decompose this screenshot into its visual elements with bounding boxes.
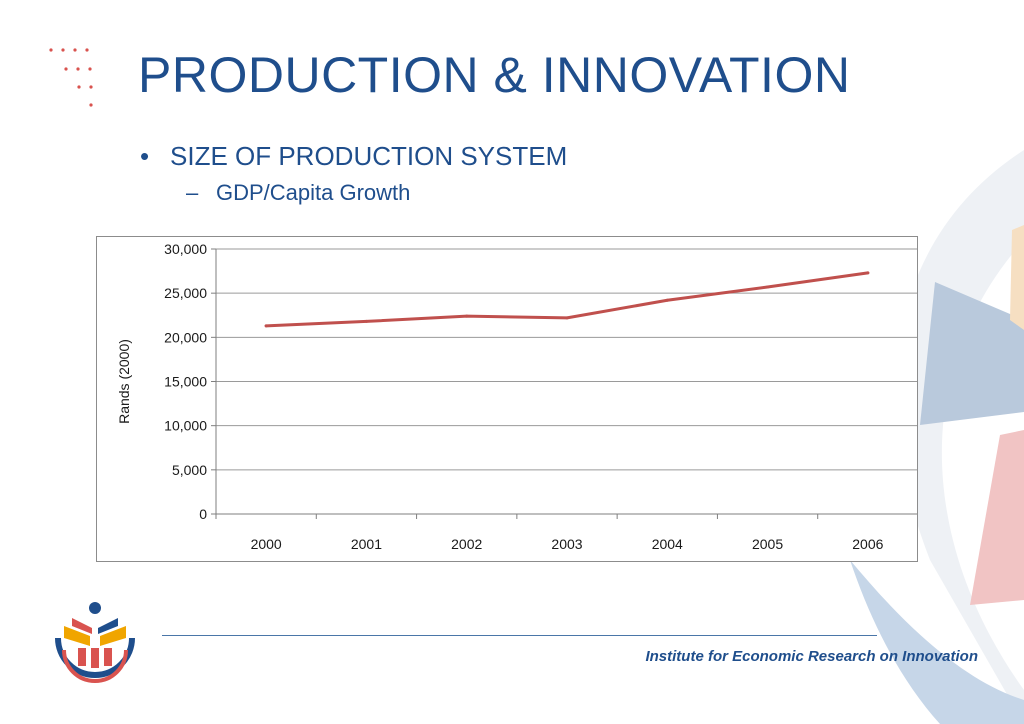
data-point (866, 271, 870, 275)
x-tick-label: 2003 (551, 536, 582, 552)
sub-bullet-text: GDP/Capita Growth (216, 180, 411, 205)
y-tick-label: 15,000 (164, 374, 207, 390)
y-tick-label: 30,000 (164, 241, 207, 257)
y-tick-label: 10,000 (164, 418, 207, 434)
x-tick-label: 2000 (251, 536, 282, 552)
x-tick-label: 2005 (752, 536, 783, 552)
slide-title: PRODUCTION & INNOVATION (138, 47, 851, 103)
data-point (465, 314, 469, 318)
x-tick-label: 2004 (652, 536, 683, 552)
data-point (364, 319, 368, 323)
footer-divider (162, 635, 877, 636)
data-point (665, 298, 669, 302)
bullet-text: SIZE OF PRODUCTION SYSTEM (170, 141, 568, 171)
dot-pattern-icon (49, 48, 93, 107)
chart-frame: 0 5,000 10,000 15,000 20,000 25,000 30,000 2000… (96, 236, 918, 562)
sub-bullet-item: – GDP/Capita Growth (186, 180, 410, 206)
line-chart: 0 5,000 10,000 15,000 20,000 25,000 30,000 2000… (116, 241, 917, 552)
y-tick-label: 0 (199, 506, 207, 522)
bullet-icon: • (140, 141, 150, 171)
footer-institution: Institute for Economic Research on Innov… (645, 648, 978, 665)
x-tick-label: 2006 (852, 536, 883, 552)
bullet-item: • SIZE OF PRODUCTION SYSTEM (140, 141, 567, 172)
y-tick-label: 20,000 (164, 329, 207, 345)
institute-logo (55, 602, 135, 683)
y-tick-label: 25,000 (164, 285, 207, 301)
dash-icon: – (186, 180, 199, 205)
data-point (565, 316, 569, 320)
data-point (264, 324, 268, 328)
x-tick-label: 2002 (451, 536, 482, 552)
y-tick-label: 5,000 (172, 462, 207, 478)
y-axis-label: Rands (2000) (116, 339, 132, 424)
x-tick-label: 2001 (351, 536, 382, 552)
data-point (766, 285, 770, 289)
